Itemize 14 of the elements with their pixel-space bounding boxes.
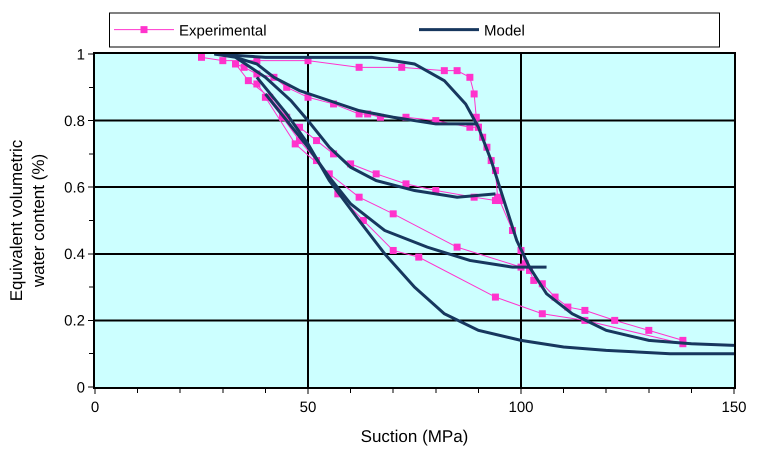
x-tick-label: 150: [721, 399, 747, 416]
y-axis-title: Equivalent volumetric water content (%): [7, 139, 48, 302]
y-tick-label: 0.4: [64, 246, 85, 264]
y-tick-label: 0.2: [64, 312, 85, 330]
x-tick-label: 50: [300, 399, 316, 416]
legend-label: Experimental: [179, 22, 267, 40]
x-tick-label: 100: [508, 399, 534, 416]
legend-label: Model: [484, 22, 525, 40]
y-tick-label: 0.6: [64, 179, 85, 196]
y-tick-label: 0: [76, 379, 85, 396]
x-axis-title: Suction (MPa): [360, 426, 468, 446]
x-tick-label: 0: [90, 399, 100, 416]
y-tick-label: 0.8: [64, 112, 85, 130]
y-tick-label: 1: [76, 46, 85, 64]
